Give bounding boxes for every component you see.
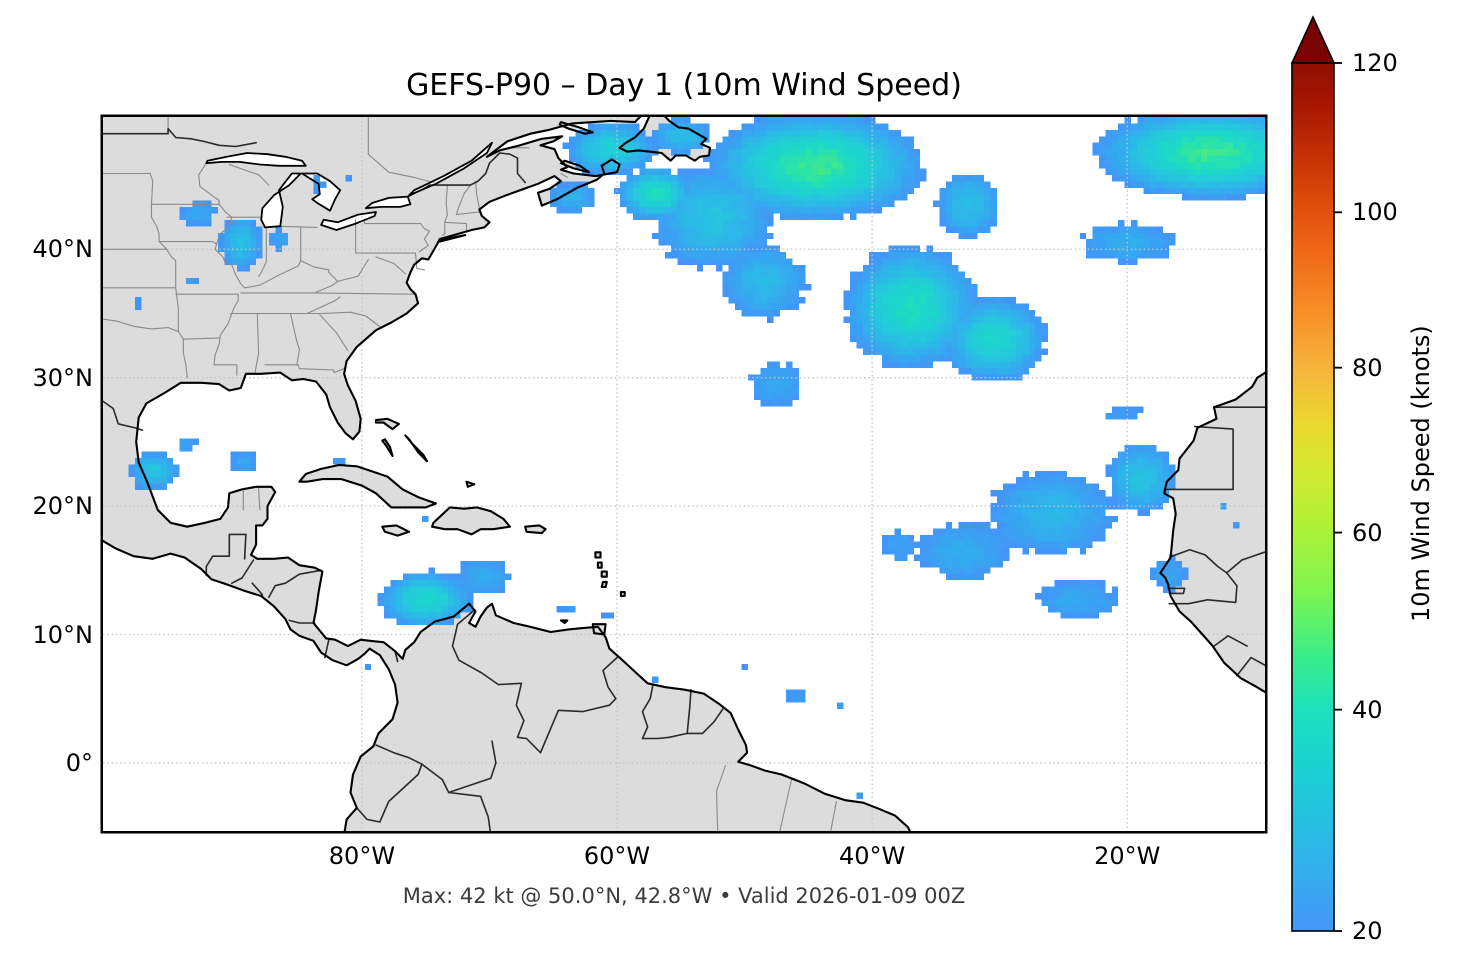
colorbar-label: 10m Wind Speed (knots) xyxy=(1407,325,1435,623)
colorbar-tick-label: 80 xyxy=(1352,353,1383,382)
lat-tick-label: 30°N xyxy=(32,363,94,392)
map-axes xyxy=(103,117,1265,831)
chart-title: GEFS-P90 – Day 1 (10m Wind Speed) xyxy=(406,68,962,103)
colorbar-tick-label: 60 xyxy=(1352,518,1383,547)
lon-tick-label: 20°W xyxy=(1094,842,1161,870)
lon-tick-label: 40°W xyxy=(838,842,906,870)
basemap-border-layer xyxy=(103,117,1265,831)
colorbar-tick-label: 40 xyxy=(1352,695,1383,724)
colorbar-tick-label: 20 xyxy=(1352,917,1383,945)
colorbar xyxy=(1290,15,1342,932)
lat-tick-label: 20°N xyxy=(32,492,94,521)
lat-tick-label: 10°N xyxy=(32,620,94,649)
lat-tick-label: 0° xyxy=(65,748,93,777)
colorbar-tick-label: 100 xyxy=(1352,198,1398,227)
wind-speed-raster xyxy=(103,117,1265,831)
lon-tick-label: 60°W xyxy=(583,842,651,870)
colorbar-tick-label: 120 xyxy=(1352,49,1398,77)
max-valid-caption: Max: 42 kt @ 50.0°N, 42.8°W • Valid 2026… xyxy=(402,884,966,908)
lon-tick-label: 80°W xyxy=(328,842,396,870)
lat-tick-label: 40°N xyxy=(32,235,94,264)
